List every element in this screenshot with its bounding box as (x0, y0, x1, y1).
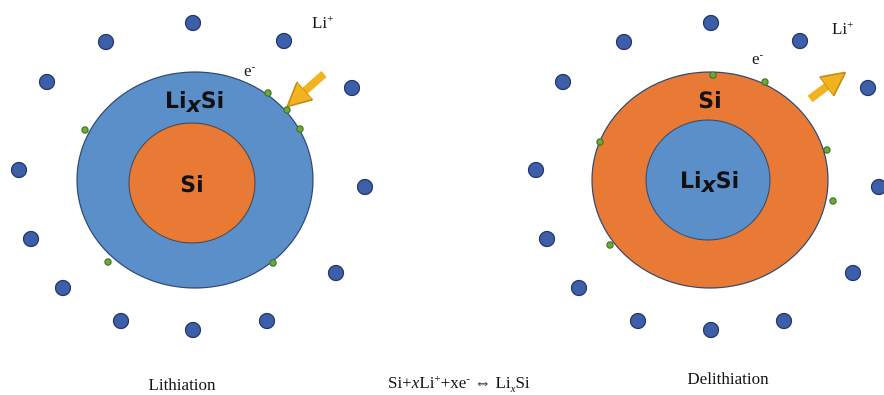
lithium-ion (631, 314, 646, 329)
lithium-ion (704, 16, 719, 31)
electron (265, 90, 271, 96)
outer-label: LixSi (165, 89, 224, 118)
label-part: x (186, 93, 202, 118)
diagram: LixSi Si Li+ e- Lithiation Si LixSi Li+ … (0, 0, 884, 395)
electron-label: e- (244, 61, 256, 80)
label-part: + (327, 13, 333, 25)
electron-label: e- (752, 49, 764, 68)
lithium-ion (793, 34, 808, 49)
electron (105, 259, 111, 265)
lithium-ion (556, 75, 571, 90)
label-part: Li (680, 169, 702, 194)
electron (284, 107, 290, 113)
label-part: - (760, 49, 764, 61)
label-part: Si (716, 169, 739, 194)
lithium-ion (114, 314, 129, 329)
lithium-ion (260, 314, 275, 329)
lithium-ion (186, 323, 201, 338)
electron (82, 127, 88, 133)
electron (597, 139, 603, 145)
right-particle: Si LixSi Li+ e- Delithiation (592, 19, 853, 388)
label-part: - (252, 61, 256, 73)
lithium-ion (529, 163, 544, 178)
lithium-ion (846, 266, 861, 281)
lithium-ion (24, 232, 39, 247)
lithium-ion (617, 35, 632, 50)
lithium-ion (186, 16, 201, 31)
caption: Delithiation (687, 369, 769, 388)
label-part: Si (201, 89, 224, 114)
arrow (810, 81, 834, 99)
lithium-ion (345, 81, 360, 96)
electron (297, 126, 303, 132)
eq-part: Si (515, 373, 529, 392)
electron (607, 242, 613, 248)
lithium-ion (572, 281, 587, 296)
lithium-ion (777, 314, 792, 329)
lithium-ion (56, 281, 71, 296)
electron (710, 72, 716, 78)
lithium-ion (358, 180, 373, 195)
eq-part: ⇔ Li (470, 373, 511, 392)
label-part: e (752, 49, 760, 68)
left-particle: LixSi Si Li+ e- Lithiation (77, 13, 333, 394)
inner-label: LixSi (680, 169, 739, 198)
label-part: e (244, 61, 252, 80)
lithium-ion (872, 180, 884, 195)
electron (830, 198, 836, 204)
inner-label: Si (180, 173, 203, 198)
eq-part: Si+ (388, 373, 412, 392)
lithium-ion (540, 232, 555, 247)
electron (762, 79, 768, 85)
label-part: Li (832, 19, 847, 38)
caption: Lithiation (148, 375, 216, 394)
ion-label: Li+ (312, 13, 333, 32)
lithium-ion (99, 35, 114, 50)
lithium-ion (277, 34, 292, 49)
arrow (298, 74, 324, 97)
eq-part: +xe (441, 373, 467, 392)
electron (270, 260, 276, 266)
label-part: Li (165, 89, 187, 114)
lithium-ion (704, 323, 719, 338)
label-part: Li (312, 13, 327, 32)
label-part: + (847, 19, 853, 31)
electron (824, 147, 830, 153)
eq-part: Li (419, 373, 434, 392)
equation: Si+xLi++xe- ⇔ LixSi (388, 373, 530, 395)
lithium-ion (861, 81, 876, 96)
lithium-ion (12, 163, 27, 178)
label-part: x (701, 173, 717, 198)
lithium-ion (329, 266, 344, 281)
lithium-ion (40, 75, 55, 90)
outer-label: Si (698, 89, 721, 114)
ion-label: Li+ (832, 19, 853, 38)
page: LixSi Si Li+ e- Lithiation Si LixSi Li+ … (0, 0, 884, 395)
